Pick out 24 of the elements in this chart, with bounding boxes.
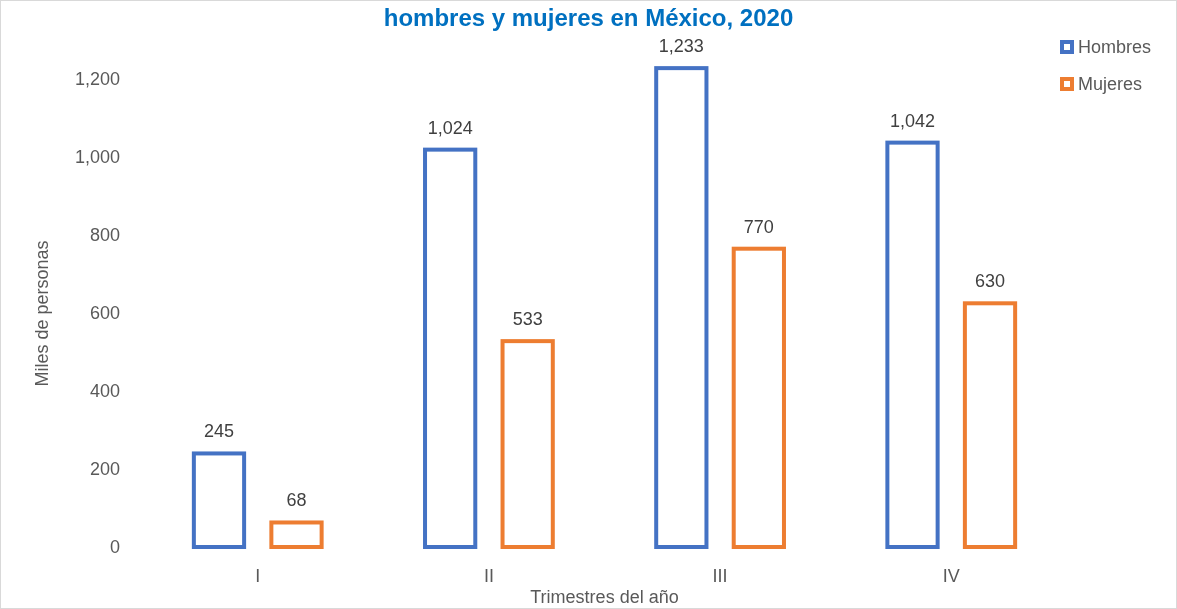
data-label: 1,233 <box>658 36 704 57</box>
data-label: 1,042 <box>889 110 936 131</box>
data-label: 245 <box>203 421 235 442</box>
y-axis-title: Miles de personas <box>32 240 52 387</box>
data-label: 1,024 <box>427 117 473 138</box>
y-tick-label: 400 <box>89 381 120 402</box>
y-tick-label: 800 <box>89 225 120 246</box>
data-label: 770 <box>743 216 774 237</box>
y-tick-label: 0 <box>109 537 120 558</box>
data-label: 533 <box>512 309 543 330</box>
x-tick-label: II <box>483 566 494 586</box>
x-tick-label: IV <box>942 566 960 586</box>
y-tick-label: 1,200 <box>74 69 120 90</box>
y-tick-label: 200 <box>89 459 120 480</box>
y-tick-label: 600 <box>89 303 120 324</box>
chart-title: hombres y mujeres en México, 2020 <box>383 4 794 31</box>
data-label: 630 <box>974 271 1006 292</box>
y-tick-label: 1,000 <box>74 147 120 168</box>
x-tick-label: III <box>712 566 728 586</box>
x-axis-title: Trimestres del año <box>530 587 679 607</box>
x-tick-label: I <box>255 566 261 586</box>
legend-label: Mujeres <box>1078 74 1143 95</box>
legend-label: Hombres <box>1078 37 1152 58</box>
data-label: 68 <box>286 490 307 511</box>
